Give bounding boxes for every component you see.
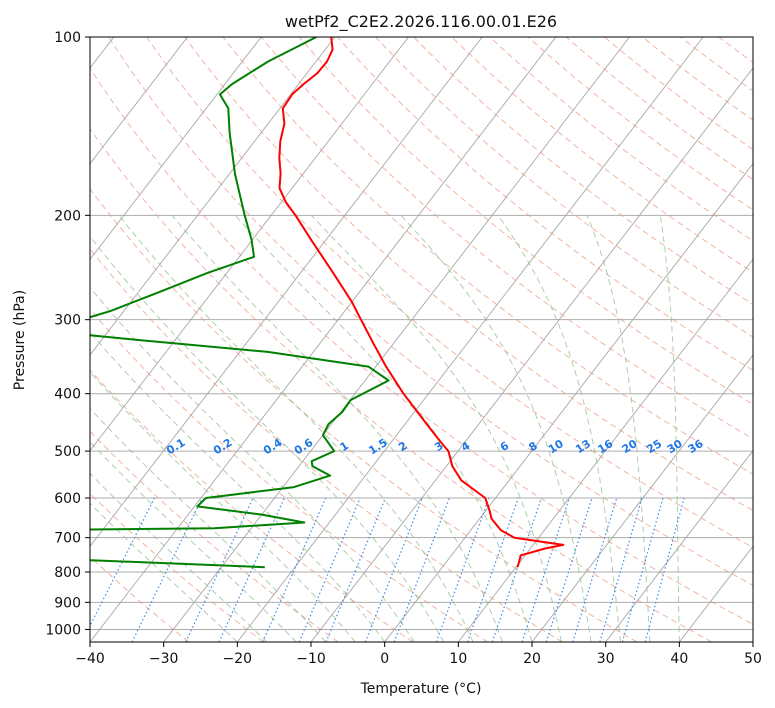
mixing-ratio-line	[545, 497, 593, 642]
isotherm-line	[90, 37, 336, 356]
x-tick-label: −30	[149, 651, 179, 667]
moist-adiabat-line	[90, 235, 445, 642]
mixing-ratio-line	[393, 497, 450, 642]
isotherm-line	[90, 37, 262, 261]
x-tick-label: 10	[449, 651, 467, 667]
dry-adiabat-line	[108, 37, 753, 586]
y-tick-label: 500	[54, 444, 81, 460]
moist-adiabat-line	[586, 215, 651, 642]
x-tick-label: 50	[744, 651, 762, 667]
moist-adiabat-line	[400, 214, 592, 642]
dry-adiabat-line	[90, 128, 712, 642]
y-tick-label: 300	[54, 313, 81, 329]
mixing-ratio-line	[90, 497, 155, 628]
moist-adiabat-line	[659, 215, 680, 642]
dry-adiabat-line	[90, 308, 488, 642]
dry-adiabat-line	[90, 67, 753, 625]
y-tick-label: 200	[54, 208, 81, 224]
dewpoint-profile-line	[90, 37, 390, 569]
isotherm-line	[605, 449, 753, 642]
mixing-ratio-line	[435, 497, 490, 642]
y-tick-label: 900	[54, 595, 81, 611]
isotherm-line	[384, 162, 753, 642]
moist-adiabat-line	[118, 214, 474, 642]
y-tick-label: 400	[54, 387, 81, 403]
y-axis-label: Pressure (hPa)	[12, 290, 28, 390]
mixing-ratio-line	[364, 497, 423, 642]
x-tick-label: 0	[380, 651, 389, 667]
y-tick-label: 600	[54, 491, 81, 507]
isotherm-line	[531, 354, 753, 642]
moist-adiabat-line	[497, 215, 621, 642]
mixing-ratio-line	[644, 497, 685, 642]
y-tick-label: 1000	[45, 622, 81, 638]
isotherm-line	[90, 37, 188, 165]
moist-adiabat-line	[171, 214, 503, 642]
x-tick-label: −40	[75, 651, 105, 667]
mixing-ratio-line	[621, 497, 664, 642]
temperature-profile-line	[278, 37, 565, 568]
mixing-ratio-line	[466, 497, 519, 642]
dry-adiabat-line	[298, 37, 753, 405]
x-axis-label: Temperature (°C)	[360, 681, 482, 697]
mixing-ratio-line	[599, 497, 643, 642]
moist-adiabat-line	[90, 502, 238, 642]
x-tick-label: 40	[670, 651, 688, 667]
y-tick-label: 700	[54, 531, 81, 547]
dry-adiabat-line	[90, 248, 563, 642]
isotherm-line	[90, 37, 483, 548]
moist-adiabat-line	[90, 286, 415, 642]
isotherm-line	[236, 37, 704, 642]
chart-title: wetPf2_C2E2.2026.116.00.01.E26	[285, 12, 557, 32]
mixing-ratio-line	[521, 497, 570, 642]
mixing-ratio-line	[491, 497, 542, 642]
dry-adiabat-line	[90, 430, 339, 642]
moist-adiabat-line	[234, 214, 533, 642]
mixing-ratio-line	[185, 497, 254, 642]
mixing-ratio-line	[131, 497, 203, 642]
x-tick-label: 20	[523, 651, 541, 667]
x-tick-label: −10	[296, 651, 326, 667]
isotherm-line	[163, 37, 630, 642]
isotherm-line	[90, 37, 557, 642]
plot-frame	[89, 36, 754, 643]
moist-adiabat-line	[90, 472, 268, 642]
mixing-ratio-line	[572, 497, 618, 642]
dry-adiabat-line	[90, 555, 190, 642]
moist-adiabat-line	[90, 441, 297, 642]
moist-adiabat-line	[90, 331, 386, 642]
dry-adiabat-line	[90, 188, 638, 642]
x-tick-label: 30	[597, 651, 615, 667]
dry-adiabat-line	[90, 369, 414, 642]
y-tick-label: 100	[54, 30, 81, 46]
isotherm-line	[90, 37, 409, 452]
moist-adiabat-line	[90, 407, 327, 642]
dry-adiabat-line	[146, 37, 753, 549]
dry-adiabat-line	[337, 37, 753, 371]
y-tick-label: 800	[54, 565, 81, 581]
dry-adiabat-line	[375, 37, 753, 338]
x-tick-label: −20	[223, 651, 253, 667]
